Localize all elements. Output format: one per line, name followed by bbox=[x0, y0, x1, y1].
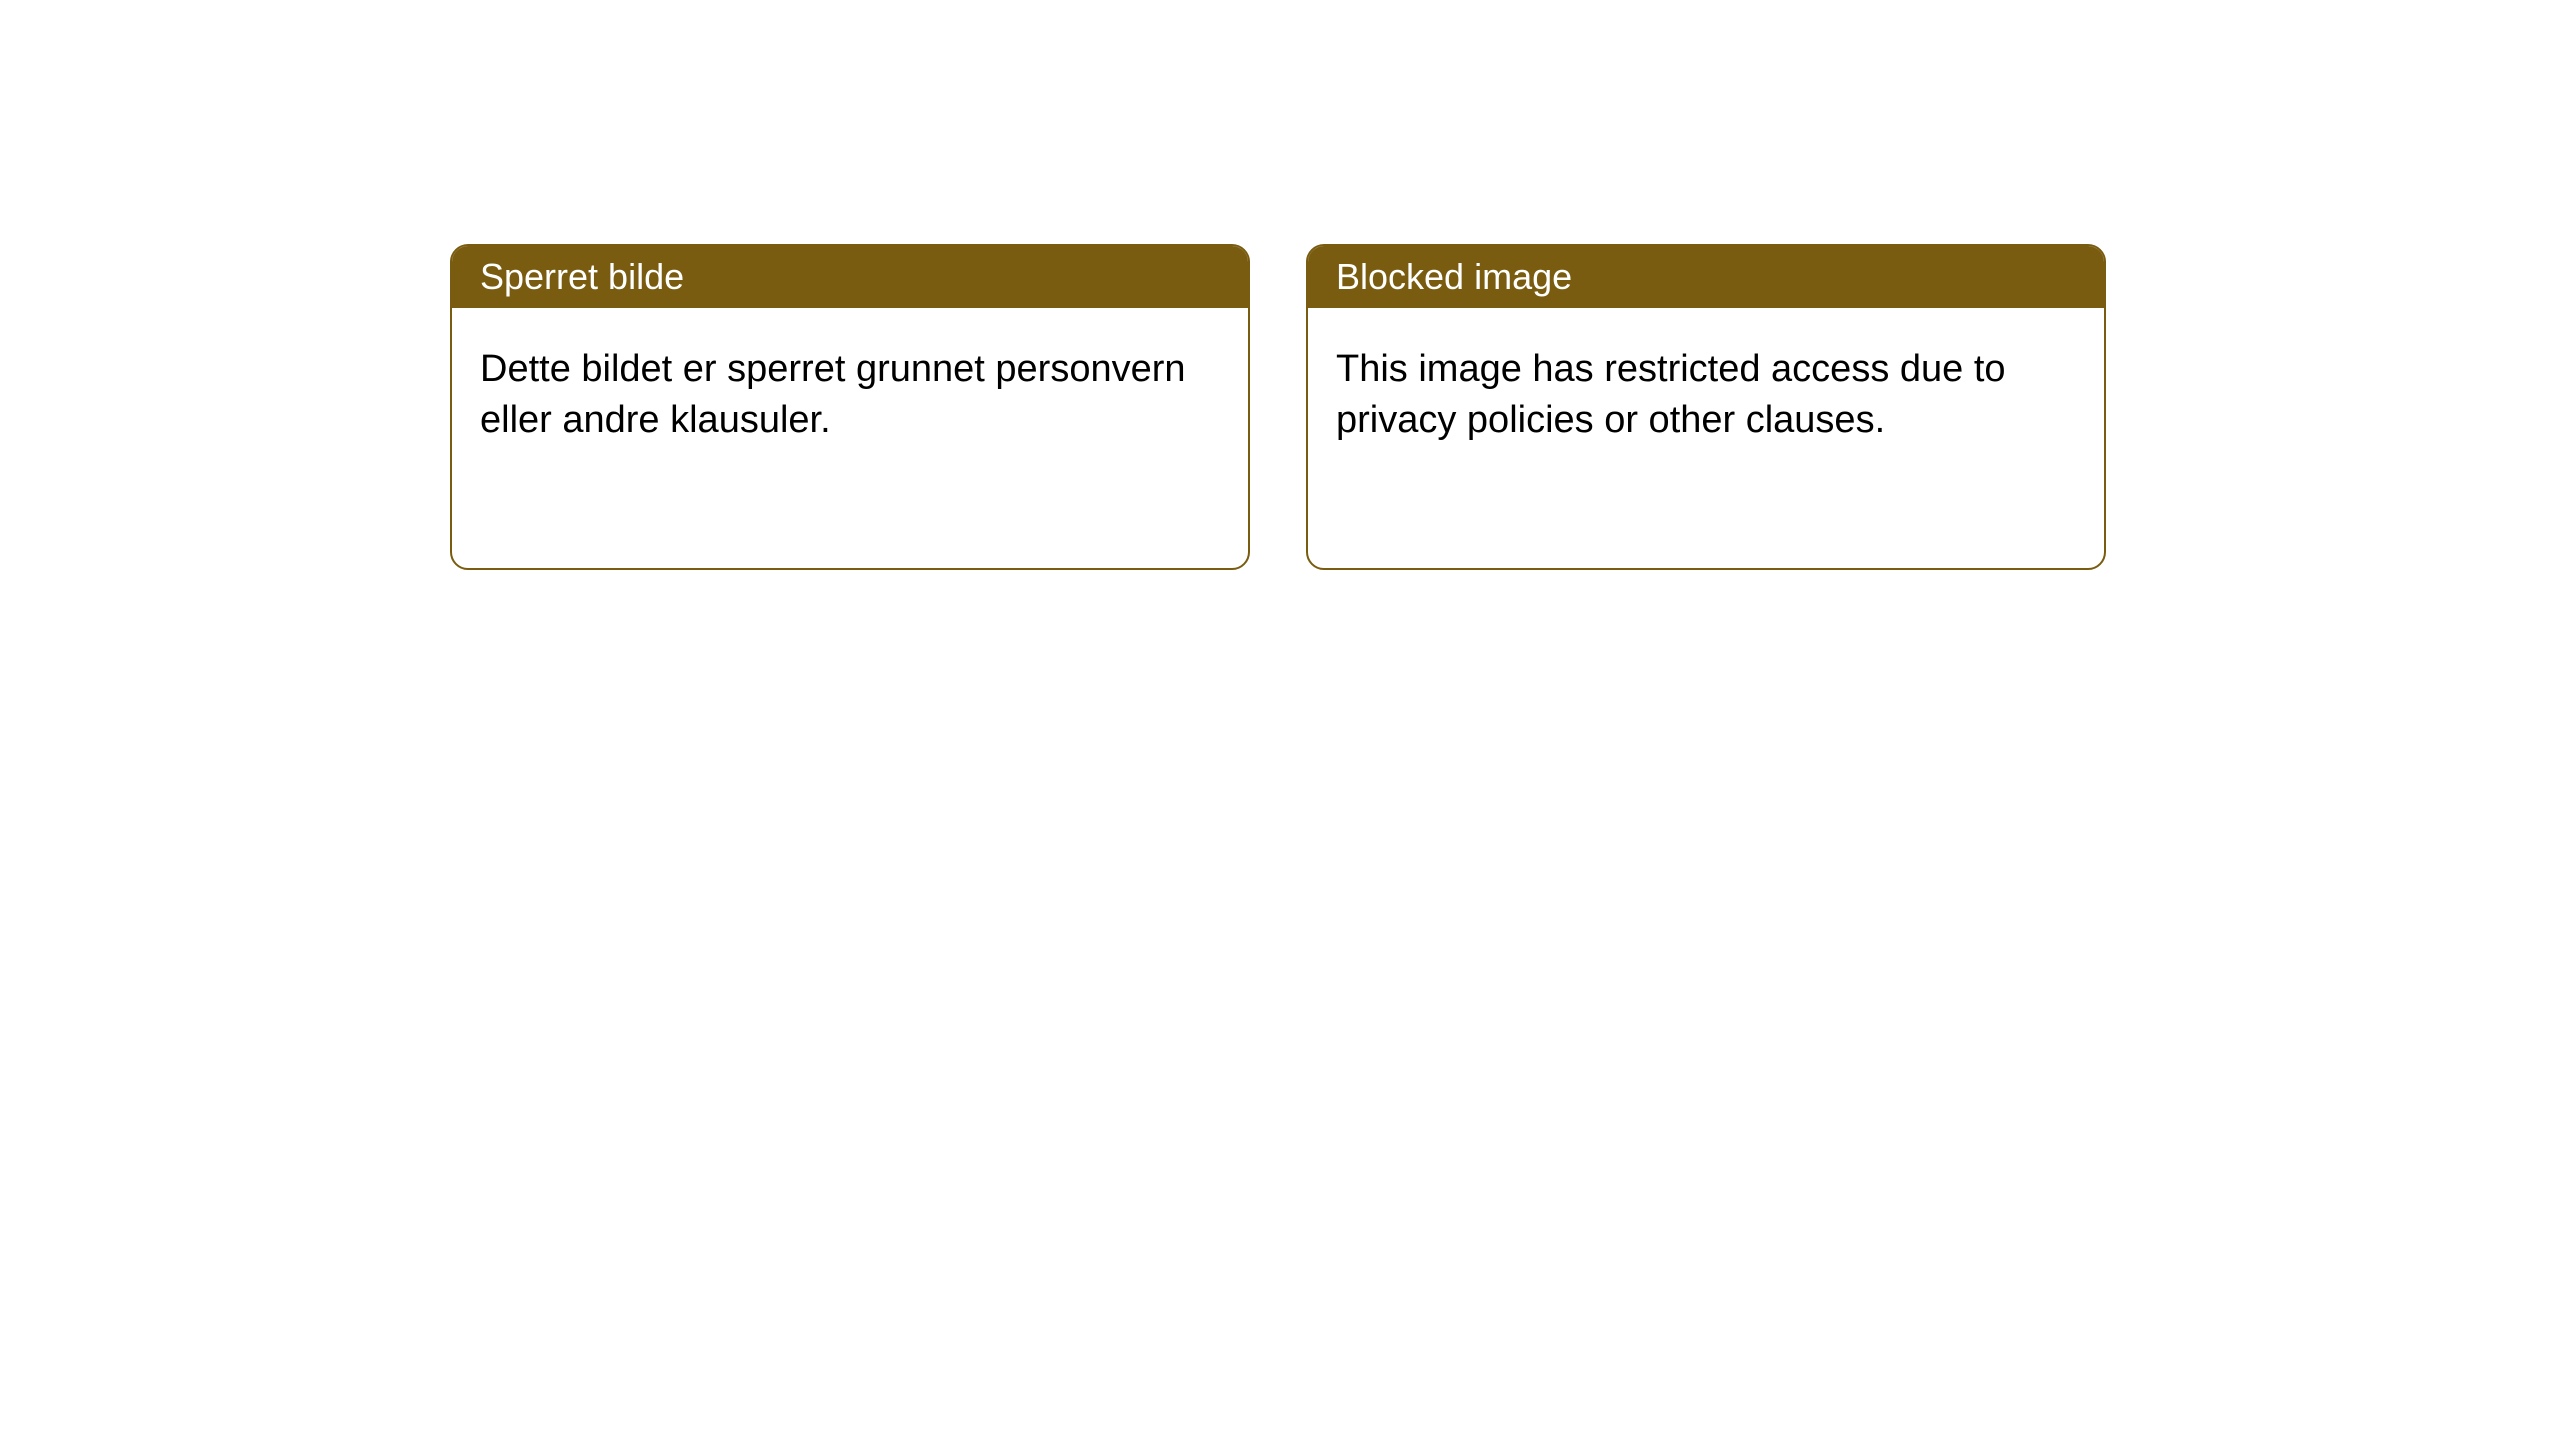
card-body: This image has restricted access due to … bbox=[1308, 308, 2104, 568]
card-body-text: This image has restricted access due to … bbox=[1336, 348, 2006, 441]
card-title: Blocked image bbox=[1336, 256, 1572, 297]
notice-card-english: Blocked image This image has restricted … bbox=[1306, 244, 2106, 570]
notice-card-norwegian: Sperret bilde Dette bildet er sperret gr… bbox=[450, 244, 1250, 570]
card-title: Sperret bilde bbox=[480, 256, 684, 297]
card-body: Dette bildet er sperret grunnet personve… bbox=[452, 308, 1248, 568]
card-header: Blocked image bbox=[1308, 246, 2104, 308]
card-header: Sperret bilde bbox=[452, 246, 1248, 308]
card-body-text: Dette bildet er sperret grunnet personve… bbox=[480, 348, 1186, 441]
notice-card-container: Sperret bilde Dette bildet er sperret gr… bbox=[450, 244, 2106, 570]
